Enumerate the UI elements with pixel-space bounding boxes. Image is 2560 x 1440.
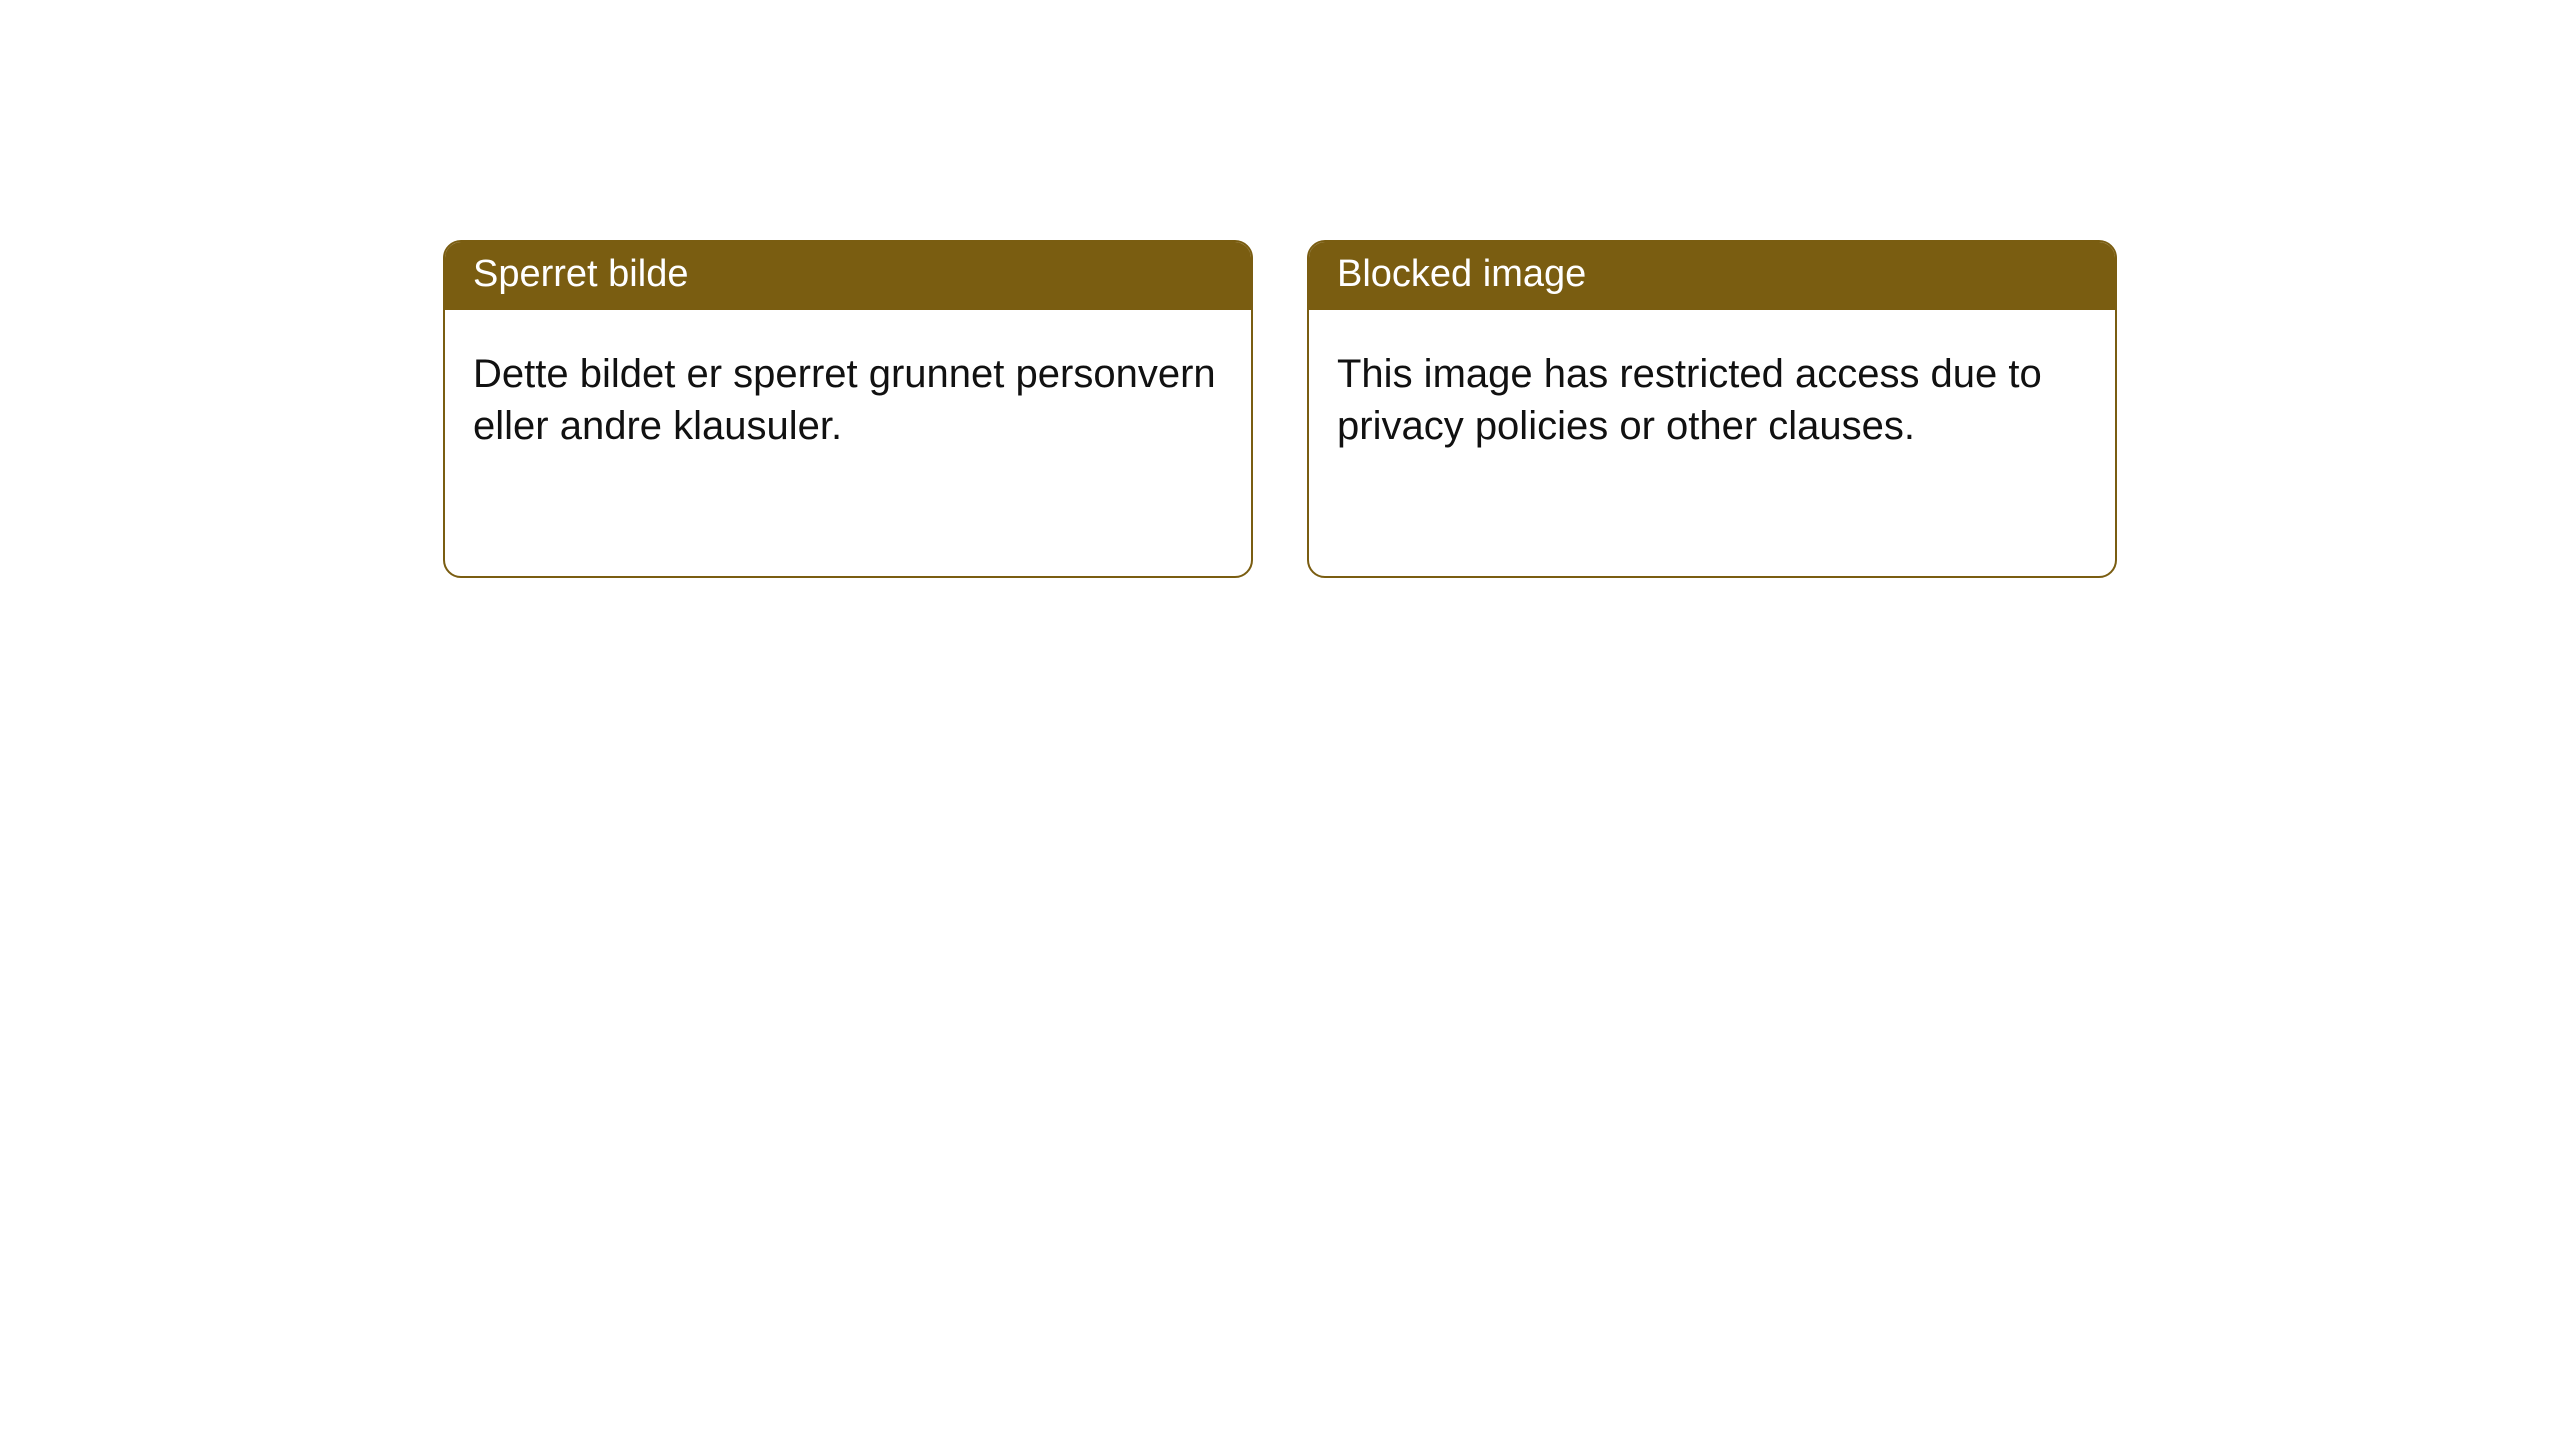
notice-card-no: Sperret bilde Dette bildet er sperret gr…	[443, 240, 1253, 578]
notice-card-en-body: This image has restricted access due to …	[1309, 310, 2115, 576]
notice-card-no-header: Sperret bilde	[445, 242, 1251, 310]
notice-card-en-header: Blocked image	[1309, 242, 2115, 310]
notice-card-no-body: Dette bildet er sperret grunnet personve…	[445, 310, 1251, 576]
notice-container: Sperret bilde Dette bildet er sperret gr…	[443, 240, 2117, 578]
notice-card-en: Blocked image This image has restricted …	[1307, 240, 2117, 578]
